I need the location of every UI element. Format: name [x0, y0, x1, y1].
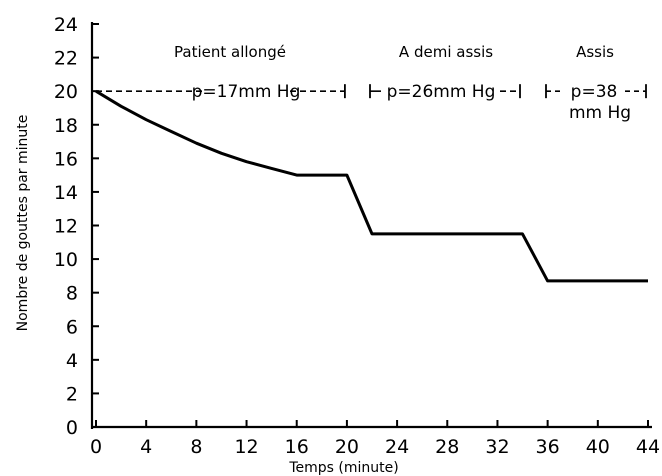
- y-tick-label: 2: [66, 383, 78, 405]
- axes: [90, 22, 652, 429]
- pressure-label: p=26mm Hg: [387, 82, 496, 102]
- x-tick-label: 36: [536, 436, 560, 458]
- y-tick-label: 16: [54, 148, 78, 170]
- y-tick-label: 24: [54, 14, 78, 36]
- x-tick-label: 24: [385, 436, 409, 458]
- x-axis-title: Temps (minute): [288, 460, 398, 476]
- pressure-label: p=38: [571, 82, 618, 102]
- y-tick-label: 18: [54, 115, 78, 137]
- pressure-unit-label: mm Hg: [569, 103, 631, 123]
- y-tick-label: 22: [54, 48, 78, 70]
- x-tick-label: 44: [636, 436, 660, 458]
- pressure-label: p=17mm Hg: [192, 82, 301, 102]
- y-tick-label: 4: [66, 350, 78, 372]
- x-tick-label: 40: [586, 436, 610, 458]
- phase-label: Assis: [576, 43, 614, 61]
- phase-label: Patient allongé: [174, 43, 286, 61]
- y-tick-label: 0: [66, 417, 78, 439]
- y-tick-label: 10: [54, 249, 78, 271]
- series-line: [95, 89, 648, 283]
- y-tick-label: 12: [54, 216, 78, 238]
- y-tick-label: 6: [66, 316, 78, 338]
- x-tick-label: 28: [435, 436, 459, 458]
- x-tick-label: 8: [190, 436, 202, 458]
- phase-label: A demi assis: [399, 43, 493, 61]
- y-tick-label: 20: [54, 81, 78, 103]
- x-tick-label: 32: [485, 436, 509, 458]
- x-tick-label: 12: [234, 436, 258, 458]
- x-axis-ticks: 0 4 8 12 16 20 24 28 32 36 40 44: [90, 420, 660, 458]
- y-axis-title: Nombre de gouttes par minute: [15, 115, 31, 332]
- phase-annotations: p=17mm Hg Patient allongé p=26mm Hg A demi …: [96, 43, 647, 123]
- x-tick-label: 16: [285, 436, 309, 458]
- x-tick-label: 4: [140, 436, 152, 458]
- x-tick-label: 0: [90, 436, 102, 458]
- series-layer: [95, 89, 648, 283]
- x-tick-label: 20: [335, 436, 359, 458]
- y-tick-label: 8: [66, 283, 78, 305]
- y-tick-label: 14: [54, 182, 78, 204]
